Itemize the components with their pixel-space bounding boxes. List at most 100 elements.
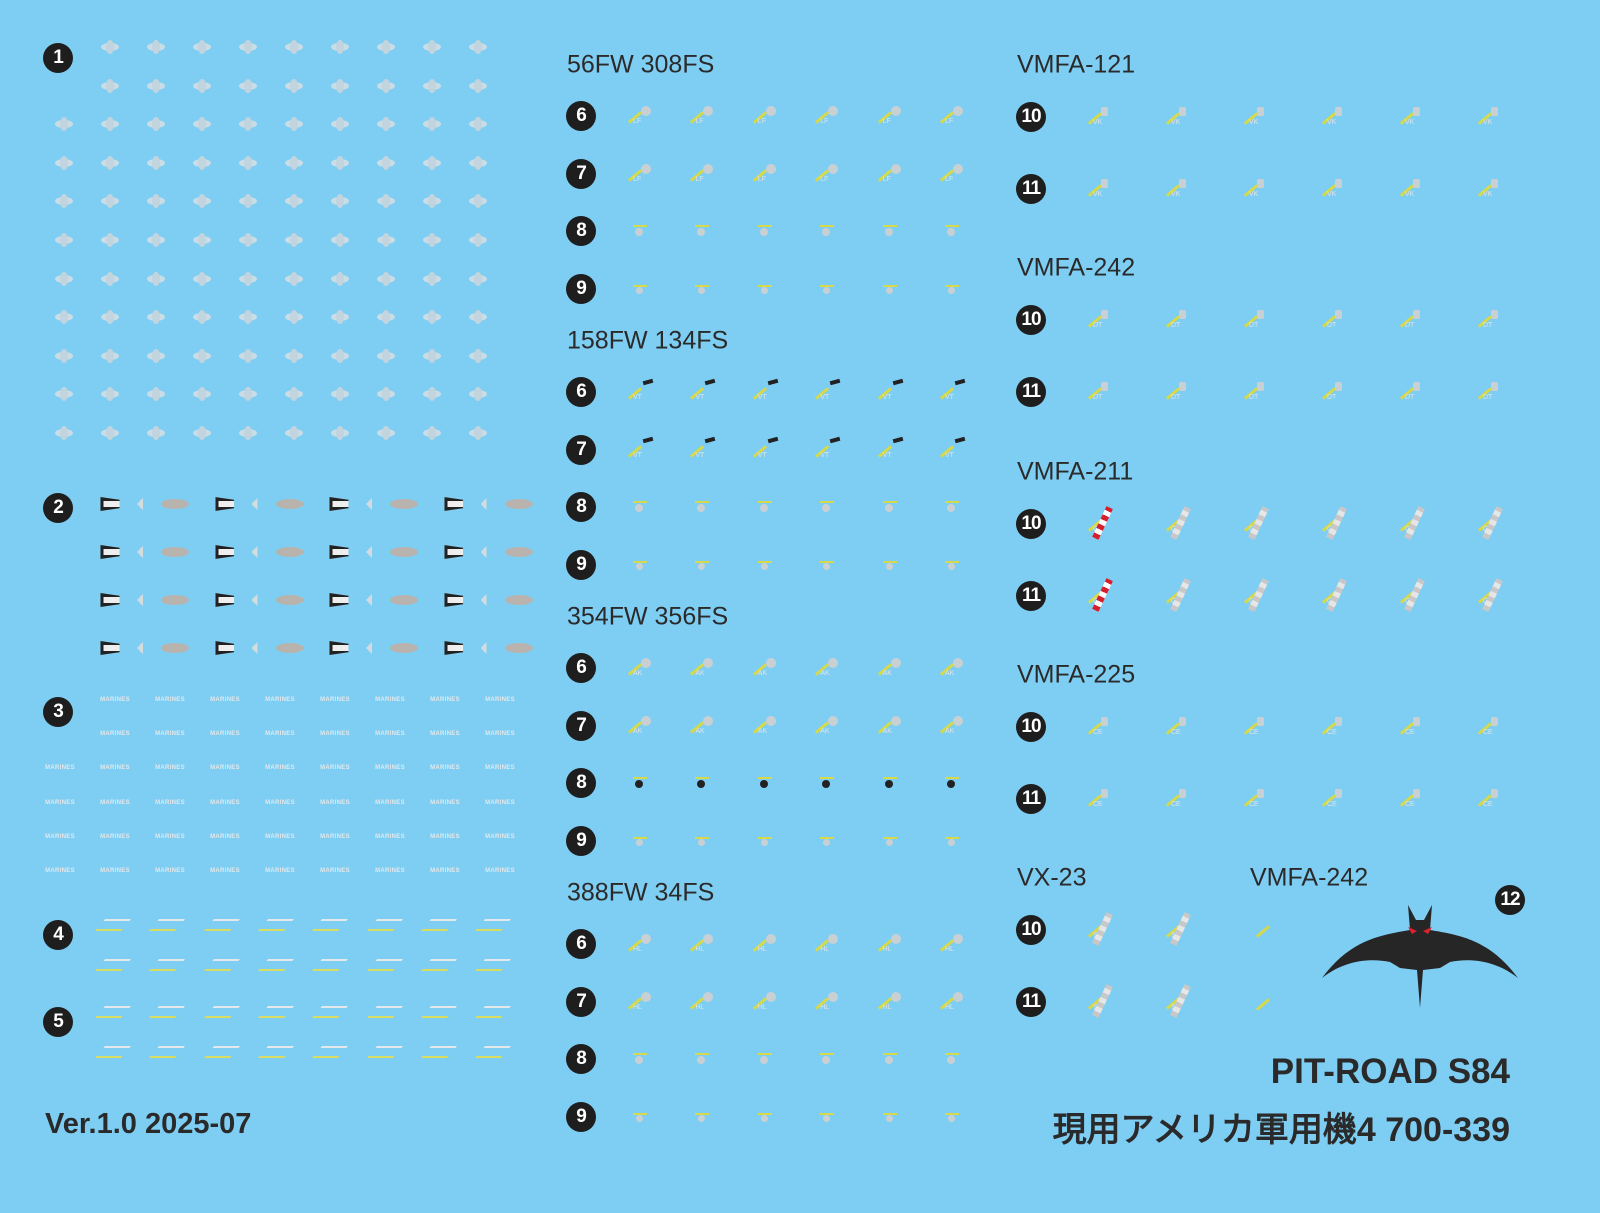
squadron-decal: AK	[623, 712, 657, 740]
marines-text-decal: MARINES	[45, 799, 75, 806]
roundel-decal	[423, 387, 441, 402]
roundel-decal	[285, 310, 303, 325]
chevron-decal	[203, 1006, 240, 1018]
chevron-decal	[94, 919, 132, 931]
chevron-decal	[475, 1006, 512, 1018]
roundel-decal	[55, 194, 73, 209]
triangle-decal	[366, 546, 372, 558]
roundel-decal	[101, 310, 119, 325]
triangle-decal	[137, 642, 143, 654]
chevron-decal	[475, 919, 512, 931]
squadron-decal	[873, 275, 907, 303]
squadron-decal: LF	[810, 102, 844, 130]
flag-decal	[100, 497, 120, 511]
squadron-decal	[685, 493, 719, 521]
roundel-decal	[331, 194, 349, 209]
squadron-decal	[810, 493, 844, 521]
flag-decal	[100, 545, 120, 559]
decal-number-marker: 10	[1016, 102, 1046, 132]
squadron-decal: CF	[1473, 578, 1507, 612]
marines-text-decal: MARINES	[155, 799, 185, 806]
marines-text-decal: MARINES	[320, 731, 350, 738]
roundel-decal	[55, 387, 73, 402]
squadron-decal: VT	[623, 436, 657, 464]
decal-number-marker: 5	[43, 1007, 73, 1037]
roundel-decal	[469, 155, 487, 170]
chevron-decal	[312, 919, 349, 931]
roundel-decal	[469, 194, 487, 209]
marines-text-decal: MARINES	[265, 697, 295, 703]
chevron-decal	[420, 1046, 457, 1058]
roundel-decal	[239, 387, 257, 402]
squadron-decal	[810, 551, 844, 579]
marines-text-decal: MARINES	[265, 731, 295, 738]
chevron-decal	[420, 919, 457, 931]
squadron-decal: AK	[935, 712, 969, 740]
roundel-decal	[423, 194, 441, 209]
roundel-decal	[469, 426, 487, 440]
squadron-decal: LF	[935, 102, 969, 130]
oval-decal	[161, 499, 189, 509]
squadron-decal: CE	[1473, 713, 1507, 741]
squadron-decal: VK	[1161, 175, 1195, 203]
triangle-decal	[251, 498, 258, 510]
squadron-decal	[748, 217, 782, 245]
squadron-decal: AK	[685, 654, 719, 682]
marines-text-decal: MARINES	[265, 799, 295, 806]
chevron-decal	[203, 919, 240, 931]
squadron-decal: DT	[1317, 378, 1351, 406]
oval-decal	[161, 547, 189, 557]
decal-number-marker: 10	[1016, 305, 1046, 335]
decal-number-marker: 7	[566, 435, 596, 465]
squadron-decal	[685, 551, 719, 579]
squadron-decal: CE	[1239, 713, 1273, 741]
flag-decal	[329, 545, 349, 559]
marines-text-decal: MARINES	[375, 765, 405, 772]
oval-decal	[275, 547, 304, 557]
squadron-decal: CE	[1317, 785, 1351, 813]
marines-text-decal: MARINES	[265, 765, 295, 772]
oval-decal	[390, 595, 418, 605]
oval-decal	[504, 499, 533, 509]
squadron-decal: VK	[1083, 103, 1117, 131]
triangle-decal	[480, 642, 487, 654]
decal-number-marker: 6	[566, 101, 596, 131]
marines-text-decal: MARINES	[430, 697, 460, 703]
chevron-decal	[420, 959, 457, 971]
decal-number-marker: 11	[1016, 987, 1046, 1017]
marines-text-decal: MARINES	[155, 697, 185, 703]
roundel-decal	[285, 387, 303, 402]
decal-number-marker: 9	[566, 274, 596, 304]
decal-number-marker: 7	[566, 987, 596, 1017]
roundel-decal	[377, 310, 395, 325]
oval-decal	[390, 499, 418, 509]
marines-text-decal: MARINES	[485, 731, 515, 738]
marines-text-decal: MARINES	[210, 799, 240, 806]
group-title: VX-23	[1017, 863, 1087, 892]
chevron-decal	[257, 919, 294, 931]
version-label: Ver.1.0 2025-07	[45, 1108, 252, 1140]
group-title: VMFA-242	[1250, 863, 1369, 892]
roundel-decal	[55, 348, 73, 363]
chevron-decal	[149, 1046, 186, 1058]
squadron-decal: AK	[810, 654, 844, 682]
squadron-decal: CF	[1317, 578, 1351, 612]
marines-text-decal: MARINES	[45, 765, 75, 772]
roundel-decal	[101, 348, 119, 363]
roundel-decal	[101, 271, 119, 286]
squadron-decal	[623, 217, 657, 245]
roundel-decal	[285, 348, 303, 363]
flag-decal	[215, 545, 234, 559]
marines-text-decal: MARINES	[320, 697, 350, 703]
squadron-decal: VK	[1395, 175, 1429, 203]
squadron-decal	[623, 493, 657, 521]
squadron-decal	[685, 1045, 719, 1073]
roundel-decal	[147, 155, 165, 170]
marines-text-decal: MARINES	[45, 833, 75, 840]
triangle-decal	[480, 546, 487, 558]
squadron-decal: DT	[1395, 306, 1429, 334]
roundel-decal	[193, 426, 211, 440]
roundel-decal	[377, 426, 395, 440]
squadron-decal	[748, 1045, 782, 1073]
squadron-decal: SD	[1161, 912, 1195, 946]
